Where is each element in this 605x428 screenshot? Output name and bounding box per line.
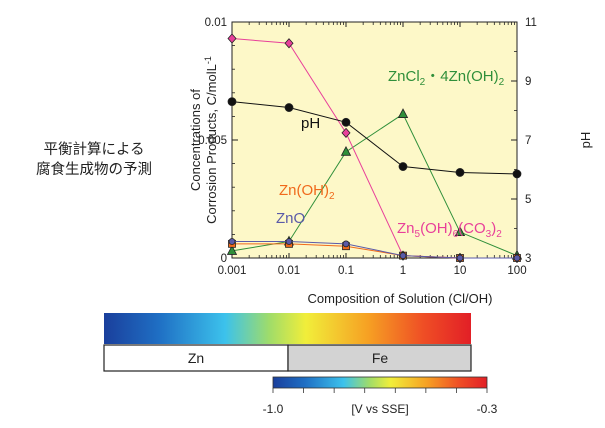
y-right-tick-label: 7 xyxy=(525,135,531,147)
series-4 xyxy=(227,97,522,179)
data-point xyxy=(342,240,350,248)
series-line xyxy=(231,101,518,175)
series-line xyxy=(231,113,518,257)
label-zn5-m4: ) xyxy=(491,220,496,237)
label-zncl2-part1: ZnCl xyxy=(388,68,420,85)
data-point xyxy=(341,117,351,127)
y-right-tick-label: 3 xyxy=(525,253,531,265)
data-point xyxy=(455,168,465,177)
data-point xyxy=(399,252,407,260)
data-point xyxy=(228,238,236,245)
y-left-tick-label: 0.01 xyxy=(205,17,227,29)
data-point xyxy=(340,145,352,156)
colorbar-unit-label: [V vs SSE] xyxy=(351,402,408,416)
y-left-tick-labels: 0 0.005 0.01 xyxy=(198,17,227,265)
label-zn5-s2: 6 xyxy=(453,229,459,240)
label-zn5-s4: 2 xyxy=(496,229,502,240)
data-point xyxy=(227,97,237,107)
side-note: 平衡計算による 腐食生成物の予測 xyxy=(14,140,174,180)
phase-zn-box xyxy=(103,344,289,372)
y-left-tick-label: 0.005 xyxy=(198,135,227,147)
potential-gradient-bar xyxy=(104,313,471,344)
y-right-tick-label: 11 xyxy=(525,17,537,29)
colorbar-min-label: -1.0 xyxy=(263,402,284,416)
data-point xyxy=(454,226,466,236)
label-znoh2-main: Zn(OH) xyxy=(279,182,329,199)
x-tick-label: 0.1 xyxy=(338,265,354,277)
phase-fe-box xyxy=(287,344,472,372)
y-left-title-sup: -1 xyxy=(203,56,213,64)
y-left-tick-label: 0 xyxy=(221,253,227,265)
data-point xyxy=(226,245,238,255)
label-zncl2: ZnCl2・4Zn(OH)2 xyxy=(388,68,505,88)
x-tick-label: 0.01 xyxy=(278,265,300,277)
label-zncl2-sub2: 2 xyxy=(499,77,505,88)
x-axis-title: Composition of Solution (Cl/OH) xyxy=(308,291,493,306)
label-zncl2-sub1: 2 xyxy=(420,77,426,88)
y-right-tick-label: 9 xyxy=(525,76,531,88)
data-point xyxy=(227,33,237,44)
x-tick-label: 1 xyxy=(400,265,406,277)
series-layer xyxy=(226,33,523,264)
x-tick-label: 10 xyxy=(454,265,467,277)
data-point xyxy=(285,238,293,245)
y-right-tick-labels: 3 5 7 9 11 xyxy=(525,17,537,265)
label-zn5-s3: 3 xyxy=(486,229,492,240)
label-zn5-m3: (CO xyxy=(458,220,486,237)
side-note-line2: 腐食生成物の予測 xyxy=(36,162,152,178)
colorbar-max-label: -0.3 xyxy=(477,402,498,416)
y-left-title-line2: Corrosion Products, C/molL-1 xyxy=(203,56,219,224)
data-point xyxy=(397,108,409,118)
colorbar-ticks xyxy=(272,388,488,393)
series-line xyxy=(232,240,517,259)
label-zn5-s1: 5 xyxy=(415,229,421,240)
data-point xyxy=(398,162,408,171)
label-zncl2-part2: ・4Zn(OH) xyxy=(425,68,498,85)
data-point xyxy=(513,254,521,262)
side-note-line1: 平衡計算による xyxy=(43,142,145,158)
x-tick-labels: 0.001 0.01 0.1 1 10 100 xyxy=(218,265,527,277)
y-left-title-main: Corrosion Products, C/molL xyxy=(204,64,219,224)
y-left-title-line1: Concentrations of xyxy=(188,89,203,191)
data-point xyxy=(512,169,522,179)
label-znoh2-sub: 2 xyxy=(329,191,335,202)
series-3 xyxy=(228,238,521,262)
phase-zn-label: Zn xyxy=(188,350,204,366)
y-right-tick-label: 5 xyxy=(525,194,531,206)
label-znoh2: Zn(OH)2 xyxy=(279,182,335,202)
data-point xyxy=(284,38,294,49)
label-ph: pH xyxy=(301,115,320,132)
label-zn5: Zn5(OH)6(CO3)2 xyxy=(397,220,502,240)
y-right-title: pH xyxy=(578,132,593,149)
label-zno: ZnO xyxy=(276,210,305,227)
data-point xyxy=(456,254,464,262)
plot-area xyxy=(231,21,518,259)
data-point xyxy=(284,103,294,112)
colorbar xyxy=(272,376,488,389)
data-point xyxy=(341,127,351,139)
label-zn5-m2: (OH) xyxy=(420,220,453,237)
phase-fe-label: Fe xyxy=(372,350,389,366)
label-zn5-m1: Zn xyxy=(397,220,415,237)
x-tick-label: 100 xyxy=(507,265,526,277)
x-tick-label: 0.001 xyxy=(218,265,247,277)
